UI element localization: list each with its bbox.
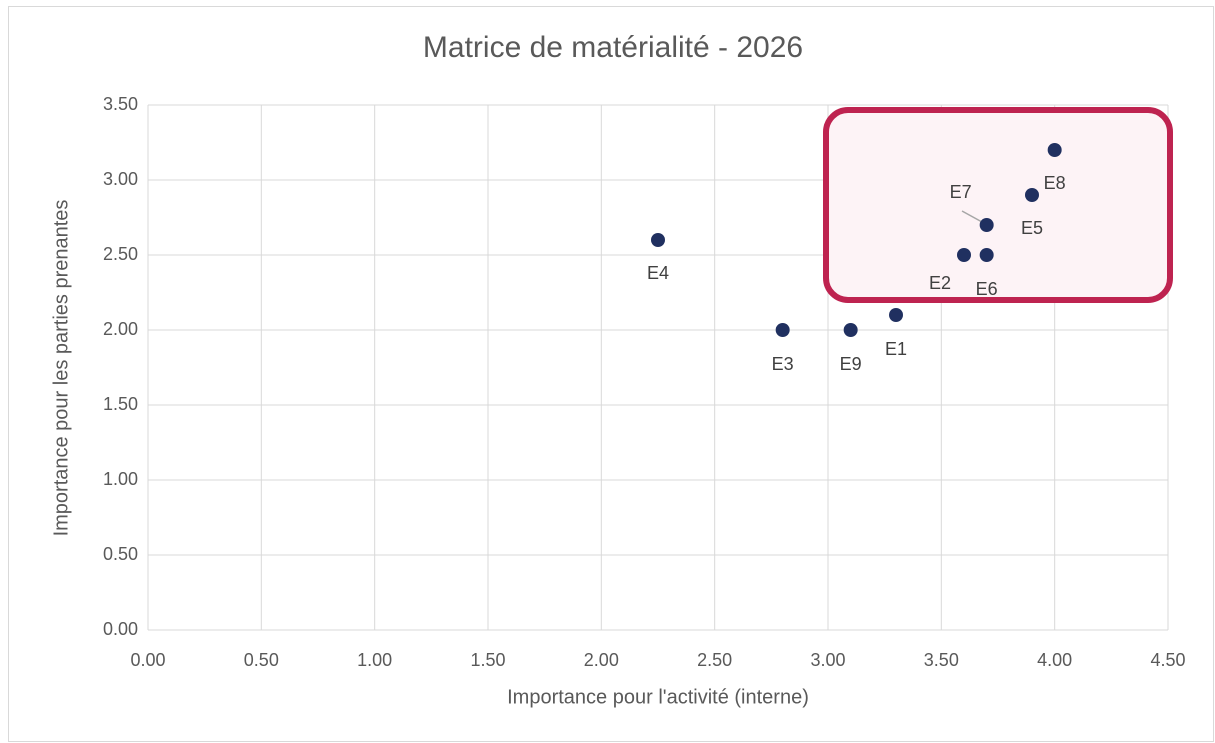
x-tick-label: 4.00 [1037, 650, 1072, 670]
x-tick-label: 1.00 [357, 650, 392, 670]
y-tick-label: 2.00 [103, 319, 138, 339]
point-label: E1 [885, 339, 907, 359]
point [843, 323, 858, 337]
x-tick-label: 3.50 [924, 650, 959, 670]
x-tick-label: 1.50 [470, 650, 505, 670]
point-label: E4 [647, 263, 669, 283]
y-tick-label: 0.00 [103, 619, 138, 639]
y-tick-label: 0.50 [103, 544, 138, 564]
y-tick-label: 2.50 [103, 244, 138, 264]
point [979, 248, 994, 262]
x-tick-label: 4.50 [1150, 650, 1185, 670]
y-tick-label: 1.50 [103, 394, 138, 414]
point [979, 218, 994, 232]
leader-line [961, 210, 983, 223]
point-label: E3 [772, 354, 794, 374]
point-label: E5 [1021, 218, 1043, 238]
y-axis-title: Importance pour les parties prenantes [50, 200, 72, 537]
point [1025, 188, 1039, 202]
point-label: E7 [950, 182, 972, 202]
point [775, 323, 790, 337]
point-label: E2 [929, 273, 951, 293]
highlight-box [823, 107, 1173, 303]
x-tick-label: 3.00 [810, 650, 845, 670]
chart-title: Matrice de matérialité - 2026 [423, 31, 803, 64]
x-tick-label: 0.50 [244, 650, 279, 670]
y-tick-label: 3.50 [103, 94, 138, 114]
x-tick-label: 2.00 [584, 650, 619, 670]
point [957, 248, 971, 262]
y-tick-label: 3.00 [103, 169, 138, 189]
marks: E1 E2 E3 E4 E5 E6 E7 E8 E9 [647, 143, 1066, 374]
grid: 0.00 0.50 1.00 1.50 2.00 2.50 3.00 3.50 0.00 0.50… [103, 94, 1186, 670]
point-label: E9 [840, 354, 862, 374]
y-tick-label: 1.00 [103, 469, 138, 489]
point-label: E8 [1044, 173, 1066, 193]
x-axis-title: Importance pour l'activité (interne) [507, 686, 809, 708]
point [889, 308, 903, 322]
point [651, 233, 665, 247]
point-label: E6 [976, 279, 998, 299]
x-tick-label: 0.00 [130, 650, 165, 670]
x-tick-label: 2.50 [697, 650, 732, 670]
point [1047, 143, 1062, 157]
